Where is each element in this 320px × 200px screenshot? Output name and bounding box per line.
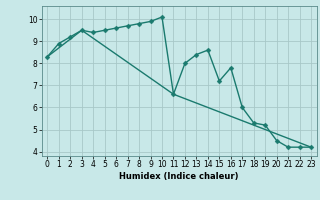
X-axis label: Humidex (Indice chaleur): Humidex (Indice chaleur): [119, 172, 239, 181]
